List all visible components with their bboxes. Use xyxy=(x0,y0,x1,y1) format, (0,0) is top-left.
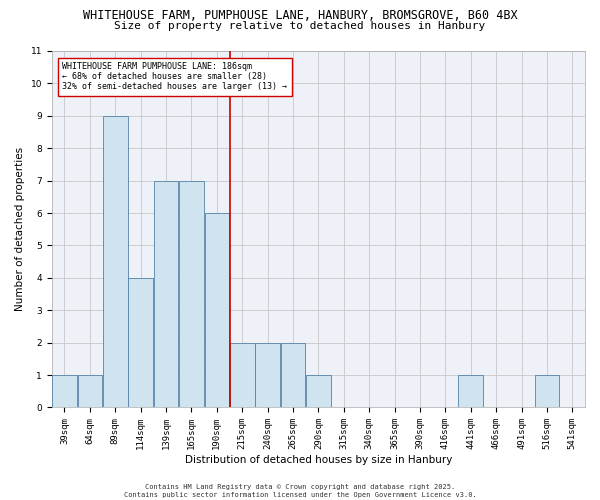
Bar xyxy=(128,278,153,407)
Bar xyxy=(458,375,483,408)
Y-axis label: Number of detached properties: Number of detached properties xyxy=(15,147,25,312)
Text: WHITEHOUSE FARM, PUMPHOUSE LANE, HANBURY, BROMSGROVE, B60 4BX: WHITEHOUSE FARM, PUMPHOUSE LANE, HANBURY… xyxy=(83,9,517,22)
Bar xyxy=(281,342,305,407)
Text: Contains HM Land Registry data © Crown copyright and database right 2025.
Contai: Contains HM Land Registry data © Crown c… xyxy=(124,484,476,498)
Bar xyxy=(77,375,102,408)
Bar xyxy=(255,342,280,407)
Bar xyxy=(535,375,559,408)
Bar xyxy=(205,213,229,408)
Bar xyxy=(154,180,178,408)
Bar xyxy=(230,342,254,407)
Text: Size of property relative to detached houses in Hanbury: Size of property relative to detached ho… xyxy=(115,21,485,31)
Bar xyxy=(103,116,128,408)
Bar xyxy=(52,375,77,408)
Text: WHITEHOUSE FARM PUMPHOUSE LANE: 186sqm
← 68% of detached houses are smaller (28): WHITEHOUSE FARM PUMPHOUSE LANE: 186sqm ←… xyxy=(62,62,287,92)
X-axis label: Distribution of detached houses by size in Hanbury: Distribution of detached houses by size … xyxy=(185,455,452,465)
Bar xyxy=(306,375,331,408)
Bar xyxy=(179,180,204,408)
